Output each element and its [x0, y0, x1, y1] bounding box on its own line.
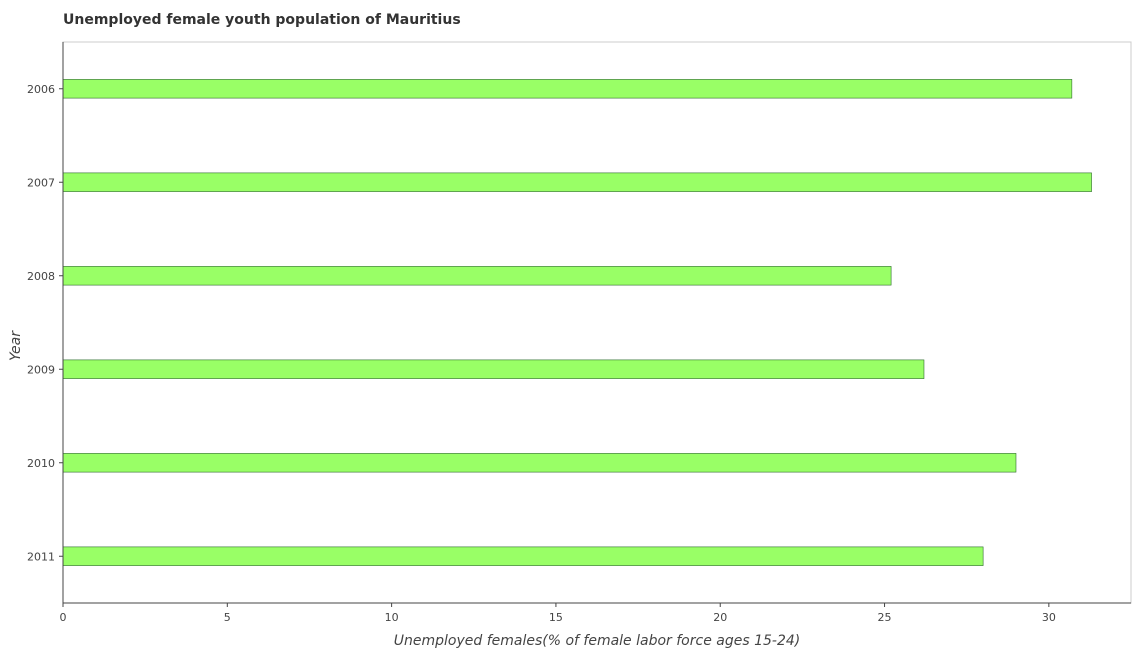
bar-2007 — [62, 172, 1092, 192]
y-tick-label: 2008 — [27, 270, 55, 283]
x-axis-label: Unemployed females(% of female labor for… — [394, 633, 800, 649]
axes-layer: 2006 2007 2008 2009 2010 2011 0 5 10 15 20 25 30 — [27, 41, 1132, 624]
plot-frame — [62, 41, 1132, 604]
y-tick-label: 2009 — [27, 363, 55, 376]
y-axis-label: Year — [8, 330, 24, 361]
x-tick-label: 5 — [224, 611, 231, 624]
bar-2006 — [62, 79, 1073, 99]
y-tick-label: 2010 — [27, 457, 55, 470]
y-tick-label: 2006 — [27, 83, 55, 96]
bar-2011 — [62, 546, 984, 566]
y-tick-label: 2007 — [27, 176, 55, 189]
bars-layer — [62, 79, 1092, 566]
y-tick-label: 2011 — [27, 550, 55, 563]
x-tick-label: 10 — [385, 611, 399, 624]
x-tick-label: 30 — [1042, 611, 1056, 624]
bar-2008 — [62, 266, 892, 286]
x-tick-label: 20 — [713, 611, 727, 624]
bar-2010 — [62, 453, 1017, 473]
chart-title: Unemployed female youth population of Ma… — [63, 12, 461, 28]
x-tick-label: 0 — [60, 611, 67, 624]
bar-2009 — [62, 359, 925, 379]
x-tick-label: 15 — [549, 611, 563, 624]
x-tick-label: 25 — [878, 611, 892, 624]
